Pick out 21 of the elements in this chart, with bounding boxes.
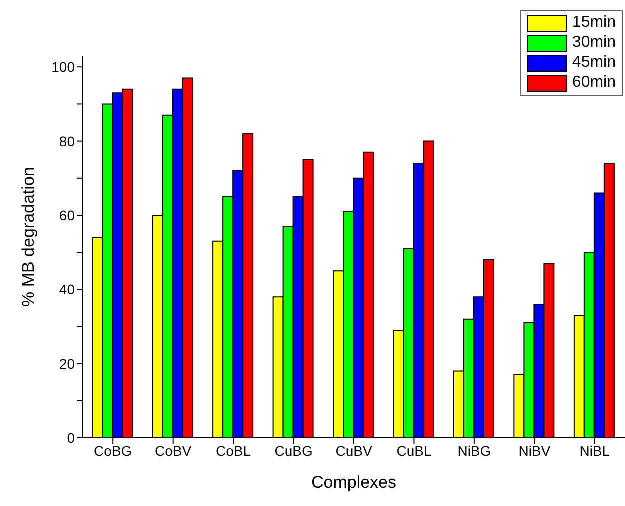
y-tick-label: 0 [67,430,76,446]
x-tick-label: NiBG [458,442,492,459]
x-tick-label: NiBV [518,442,552,459]
x-tick-label: CoBG [94,442,132,459]
y-tick-label: 60 [59,207,76,224]
legend-label: 60min [572,73,616,93]
legend-label: 45min [572,53,616,73]
x-tick-label: CoBL [216,442,252,459]
x-axis-title: Complexes [311,473,397,492]
y-tick-label: 100 [52,59,76,76]
legend-label: 30min [572,33,616,53]
x-tick-label: CoBV [155,442,192,459]
x-tick-label: CuBL [396,442,432,459]
y-tick-label: 40 [59,282,76,298]
y-tick-label: 80 [59,133,76,150]
y-tick-label: 20 [59,356,76,372]
x-tick-label: NiBL [580,442,610,459]
x-tick-label: CuBV [336,442,373,459]
x-tick-label: CuBG [274,442,313,459]
y-axis-title: % MB degradation [19,167,38,307]
legend-label: 15min [572,13,616,33]
